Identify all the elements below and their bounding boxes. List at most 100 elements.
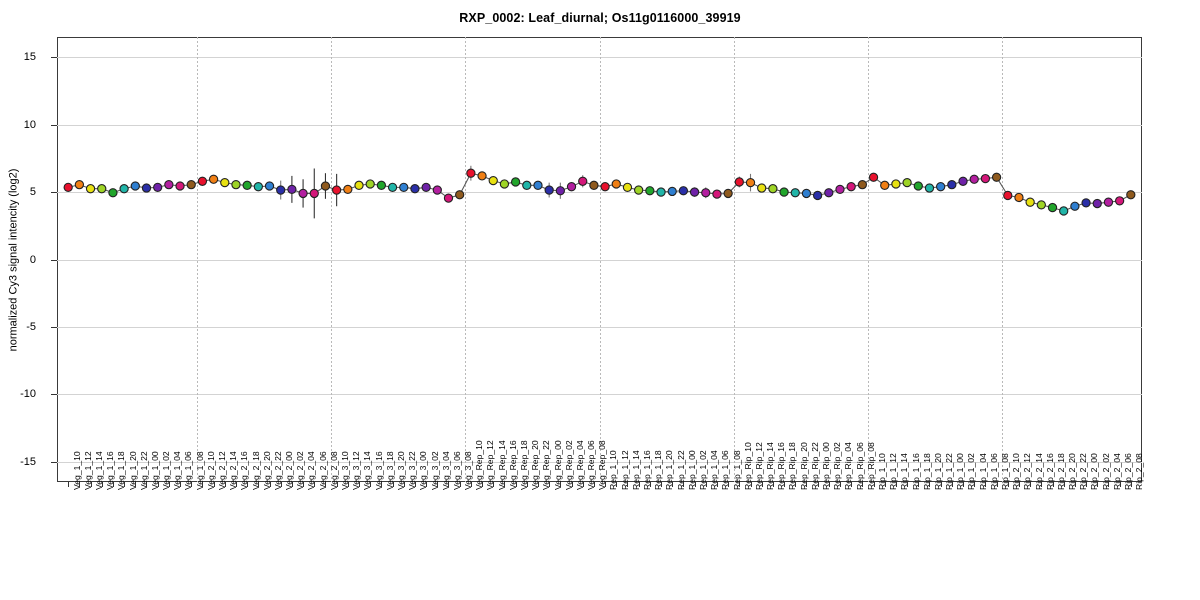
- data-point: [600, 182, 610, 192]
- y-tick-mark: [51, 192, 57, 194]
- x-tick-mark: [1007, 482, 1009, 487]
- x-tick-mark: [258, 482, 260, 487]
- data-point: [455, 190, 465, 200]
- x-tick-mark: [426, 482, 428, 487]
- x-tick-mark: [985, 482, 987, 487]
- data-point: [231, 180, 241, 190]
- data-point: [544, 185, 554, 195]
- data-point: [242, 180, 252, 190]
- data-point: [1025, 197, 1035, 207]
- x-tick-mark: [213, 482, 215, 487]
- x-tick-mark: [168, 482, 170, 487]
- data-point: [689, 187, 700, 197]
- data-point: [913, 181, 923, 191]
- group-separator: [733, 37, 735, 482]
- data-point: [678, 186, 689, 196]
- data-point: [868, 172, 879, 182]
- data-point: [1036, 200, 1046, 210]
- data-point: [74, 180, 85, 190]
- y-tick-mark: [51, 124, 57, 126]
- x-tick-mark: [582, 482, 584, 487]
- x-tick-mark: [157, 482, 159, 487]
- data-point: [1103, 197, 1114, 207]
- data-point: [499, 179, 510, 189]
- y-tick-mark: [51, 57, 57, 59]
- data-point: [812, 190, 823, 201]
- x-tick-mark: [537, 482, 539, 487]
- x-tick-mark: [370, 482, 372, 487]
- x-tick-mark: [180, 482, 182, 487]
- x-tick-mark: [135, 482, 137, 487]
- x-tick-mark: [482, 482, 484, 487]
- data-point: [958, 176, 968, 186]
- data-point: [779, 187, 789, 197]
- x-tick-mark: [392, 482, 394, 487]
- x-tick-mark: [851, 482, 853, 487]
- data-point: [757, 183, 767, 193]
- x-tick-mark: [1041, 482, 1043, 487]
- data-point: [790, 188, 800, 198]
- data-point: [1081, 198, 1091, 208]
- x-tick-mark: [515, 482, 517, 487]
- group-separator: [867, 37, 869, 482]
- data-point: [522, 180, 532, 190]
- x-tick-mark: [112, 482, 114, 487]
- y-tick-label: 5: [29, 186, 36, 199]
- x-tick-mark: [303, 482, 305, 487]
- y-tick-mark: [51, 259, 57, 261]
- data-point: [477, 171, 487, 181]
- y-tick-label: -15: [20, 455, 36, 468]
- x-tick-mark: [325, 482, 327, 487]
- x-tick-mark: [549, 482, 551, 487]
- x-tick-mark: [839, 482, 841, 487]
- data-point: [365, 179, 375, 189]
- plot-area: [57, 37, 1142, 482]
- data-point: [309, 188, 319, 199]
- x-tick-mark: [907, 482, 909, 487]
- data-point: [924, 183, 935, 193]
- data-point: [220, 177, 230, 188]
- data-point: [1047, 202, 1058, 213]
- page-title: RXP_0002: Leaf_diurnal; Os11g0116000_399…: [459, 11, 741, 25]
- data-point: [801, 188, 812, 199]
- group-separator: [1002, 37, 1004, 482]
- x-tick-mark: [1030, 482, 1032, 487]
- data-point: [846, 182, 856, 192]
- y-tick-label: 10: [23, 118, 36, 131]
- x-tick-mark: [280, 482, 282, 487]
- x-tick-mark: [996, 482, 998, 487]
- data-point: [432, 185, 442, 195]
- data-point: [1114, 196, 1125, 206]
- x-tick-mark: [929, 482, 931, 487]
- x-tick-mark: [101, 482, 103, 487]
- data-point: [85, 184, 96, 194]
- data-point: [1014, 192, 1024, 203]
- data-point: [387, 182, 398, 193]
- data-point: [880, 180, 890, 190]
- data-point: [578, 176, 588, 186]
- data-point: [488, 175, 498, 186]
- x-tick-mark: [269, 482, 271, 487]
- x-tick-mark: [616, 482, 618, 487]
- data-point: [119, 184, 129, 194]
- y-tick-label: 0: [29, 253, 36, 266]
- x-tick-mark: [526, 482, 528, 487]
- data-point: [175, 181, 185, 191]
- data-point: [1126, 190, 1136, 200]
- x-tick-mark: [90, 482, 92, 487]
- x-tick-mark: [336, 482, 338, 487]
- data-point: [936, 182, 946, 192]
- x-tick-mark: [828, 482, 830, 487]
- x-tick-mark: [1052, 482, 1054, 487]
- data-point: [264, 181, 275, 191]
- data-point: [421, 182, 431, 193]
- data-point: [589, 180, 599, 190]
- data-point: [768, 184, 778, 194]
- x-tick-mark: [459, 482, 461, 487]
- x-tick-mark: [705, 482, 707, 487]
- data-point: [343, 184, 353, 195]
- x-tick-mark: [191, 482, 193, 487]
- x-tick-mark: [817, 482, 819, 487]
- data-point: [510, 177, 521, 187]
- data-point: [298, 188, 308, 199]
